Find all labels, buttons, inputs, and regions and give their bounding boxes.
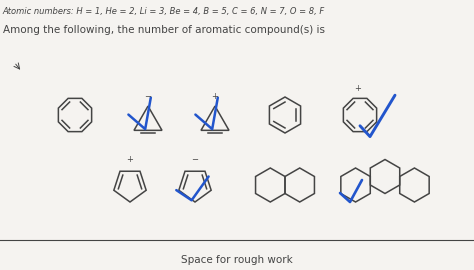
- Text: Atomic numbers: H = 1, He = 2, Li = 3, Be = 4, B = 5, C = 6, N = 7, O = 8, F: Atomic numbers: H = 1, He = 2, Li = 3, B…: [2, 7, 324, 16]
- Text: Among the following, the number of aromatic compound(s) is: Among the following, the number of aroma…: [3, 25, 325, 35]
- Text: −: −: [145, 92, 152, 101]
- Text: +: +: [127, 155, 134, 164]
- Text: +: +: [211, 92, 219, 101]
- Text: −: −: [191, 155, 199, 164]
- Text: Space for rough work: Space for rough work: [181, 255, 293, 265]
- Text: +: +: [355, 84, 362, 93]
